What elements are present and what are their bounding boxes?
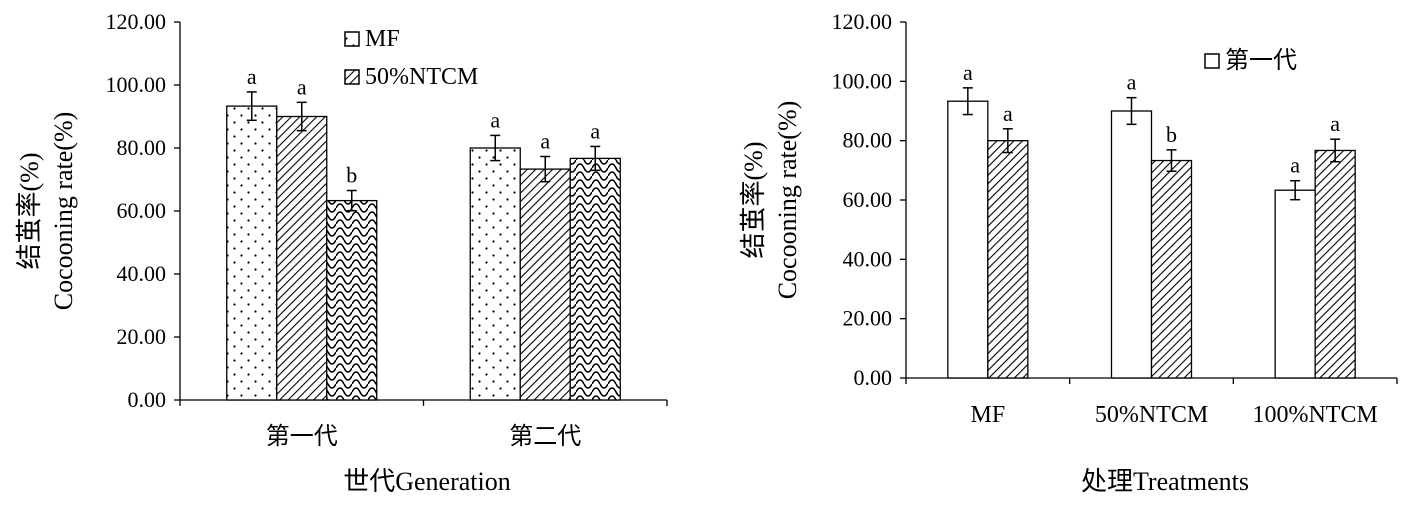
chart2-x-tick-label: 50%NTCM [1095, 402, 1208, 428]
chart1-bar [326, 199, 378, 401]
chart1-bar [226, 105, 278, 401]
chart1-y-tick-label: 40.00 [117, 261, 167, 286]
chart2-y-tick-label: 120.00 [832, 9, 893, 34]
chart1-significance-letter: b [346, 163, 357, 188]
chart2-y-tick-label: 60.00 [843, 187, 893, 212]
chart2-bar [1314, 149, 1356, 379]
chart2-x-tick-label: 100%NTCM [1252, 402, 1377, 428]
chart1-legend-swatch [344, 69, 360, 85]
chart2-significance-letter: a [1290, 153, 1300, 178]
chart1-y-tick-label: 100.00 [106, 72, 167, 97]
chart1-y-tick-label: 60.00 [117, 198, 167, 223]
chart2-legend-label: 第一代 [1225, 47, 1297, 74]
chart2-bar [947, 100, 989, 379]
chart1-y-tick-label: 0.00 [128, 387, 167, 412]
chart1-legend-label: 50%NTCM [365, 64, 478, 90]
chart1-x-tick-label: 第二代 [509, 423, 581, 450]
chart2-y-axis-title-en: Cocooning rate(%) [773, 101, 802, 300]
chart1-significance-letter: a [590, 118, 600, 143]
chart2-significance-letter: a [1330, 111, 1340, 136]
chart2-bar [1110, 110, 1153, 379]
chart1-y-tick-label: 20.00 [117, 324, 167, 349]
chart1-bar [276, 115, 328, 401]
chart2-y-axis-title-cn: 结茧率(%) [739, 142, 768, 259]
chart2-significance-letter: b [1166, 122, 1177, 147]
chart1-x-axis-title: 世代Generation [343, 467, 511, 496]
chart1-y-axis-title-cn: 结茧率(%) [15, 153, 44, 270]
chart2-significance-letter: a [963, 60, 973, 85]
chart2-y-tick-label: 20.00 [843, 306, 893, 331]
chart2-y-tick-label: 0.00 [854, 365, 893, 390]
chart1-significance-letter: a [297, 74, 307, 99]
chart2-x-axis-title: 处理Treatments [1081, 467, 1249, 496]
chart1-bar [569, 157, 621, 401]
chart2-y-tick-label: 40.00 [843, 246, 893, 271]
chart2-bar [1274, 189, 1316, 379]
chart1-bar [519, 168, 571, 401]
chart2-x-tick-label: MF [970, 402, 1005, 428]
chart2-significance-letter: a [1127, 70, 1137, 95]
chart1-significance-letter: a [490, 107, 500, 132]
chart1-significance-letter: a [540, 129, 550, 154]
chart1-legend-label: MF [365, 26, 400, 52]
chart1-y-axis-title-en: Cocooning rate(%) [49, 112, 78, 311]
chart1-legend-swatch [344, 31, 360, 47]
chart1-bar [469, 147, 521, 401]
chart2-legend-swatch [1204, 53, 1220, 69]
chart1-x-tick-label: 第一代 [266, 423, 338, 450]
chart2-significance-letter: a [1003, 101, 1013, 126]
chart2-y-tick-label: 80.00 [843, 128, 893, 153]
chart1-y-tick-label: 80.00 [117, 135, 167, 160]
chart1-y-tick-label: 120.00 [106, 9, 167, 34]
chart2-y-tick-label: 100.00 [832, 68, 893, 93]
chart2-bar [987, 140, 1029, 379]
chart1-significance-letter: a [247, 64, 257, 89]
chart2-bar [1150, 159, 1193, 379]
